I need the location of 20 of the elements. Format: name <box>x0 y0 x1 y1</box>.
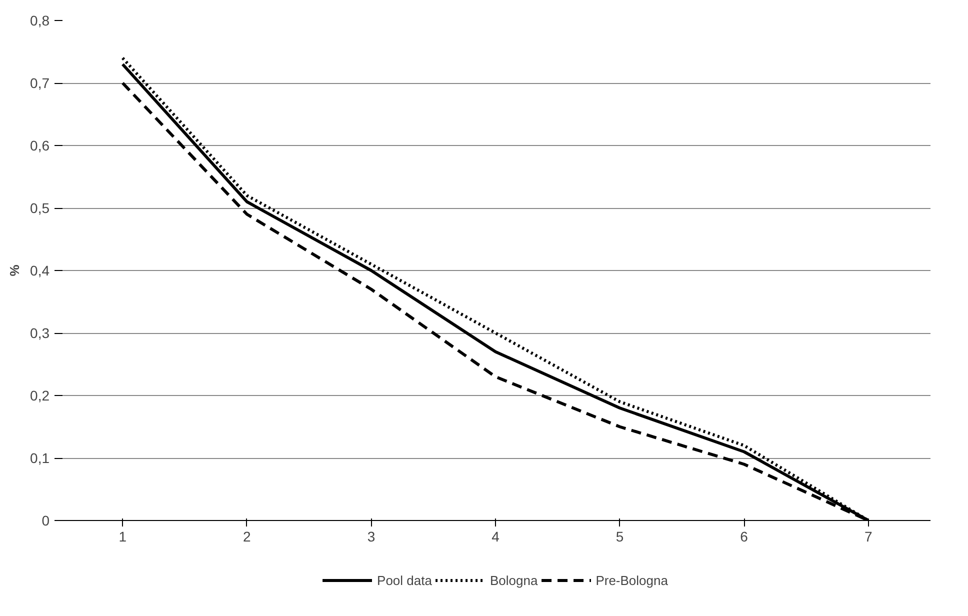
x-tick-label: 5 <box>616 528 624 544</box>
x-tick-label: 4 <box>492 528 500 544</box>
y-tick-label: 0,4 <box>30 262 50 278</box>
x-tick-label: 3 <box>367 528 376 544</box>
x-tick-label: 6 <box>740 528 748 544</box>
y-tick-label: 0,7 <box>30 75 50 91</box>
x-tick-label: 2 <box>243 528 252 544</box>
y-tick-label: 0,1 <box>30 450 50 466</box>
y-tick-label: 0,8 <box>30 12 50 28</box>
y-tick-label: 0,2 <box>30 388 50 404</box>
x-tick-label: 7 <box>864 528 872 544</box>
y-tick-label: 0 <box>42 512 50 528</box>
legend-label: Pre-Bologna <box>596 572 668 588</box>
legend-label: Bologna <box>490 572 538 588</box>
y-tick-label: 0,6 <box>30 138 50 154</box>
y-tick-label: 0,5 <box>30 200 50 216</box>
y-axis-title: % <box>7 264 22 276</box>
y-tick-label: 0,3 <box>30 325 50 341</box>
legend-label: Pool data <box>377 572 432 588</box>
x-tick-label: 1 <box>118 528 127 544</box>
